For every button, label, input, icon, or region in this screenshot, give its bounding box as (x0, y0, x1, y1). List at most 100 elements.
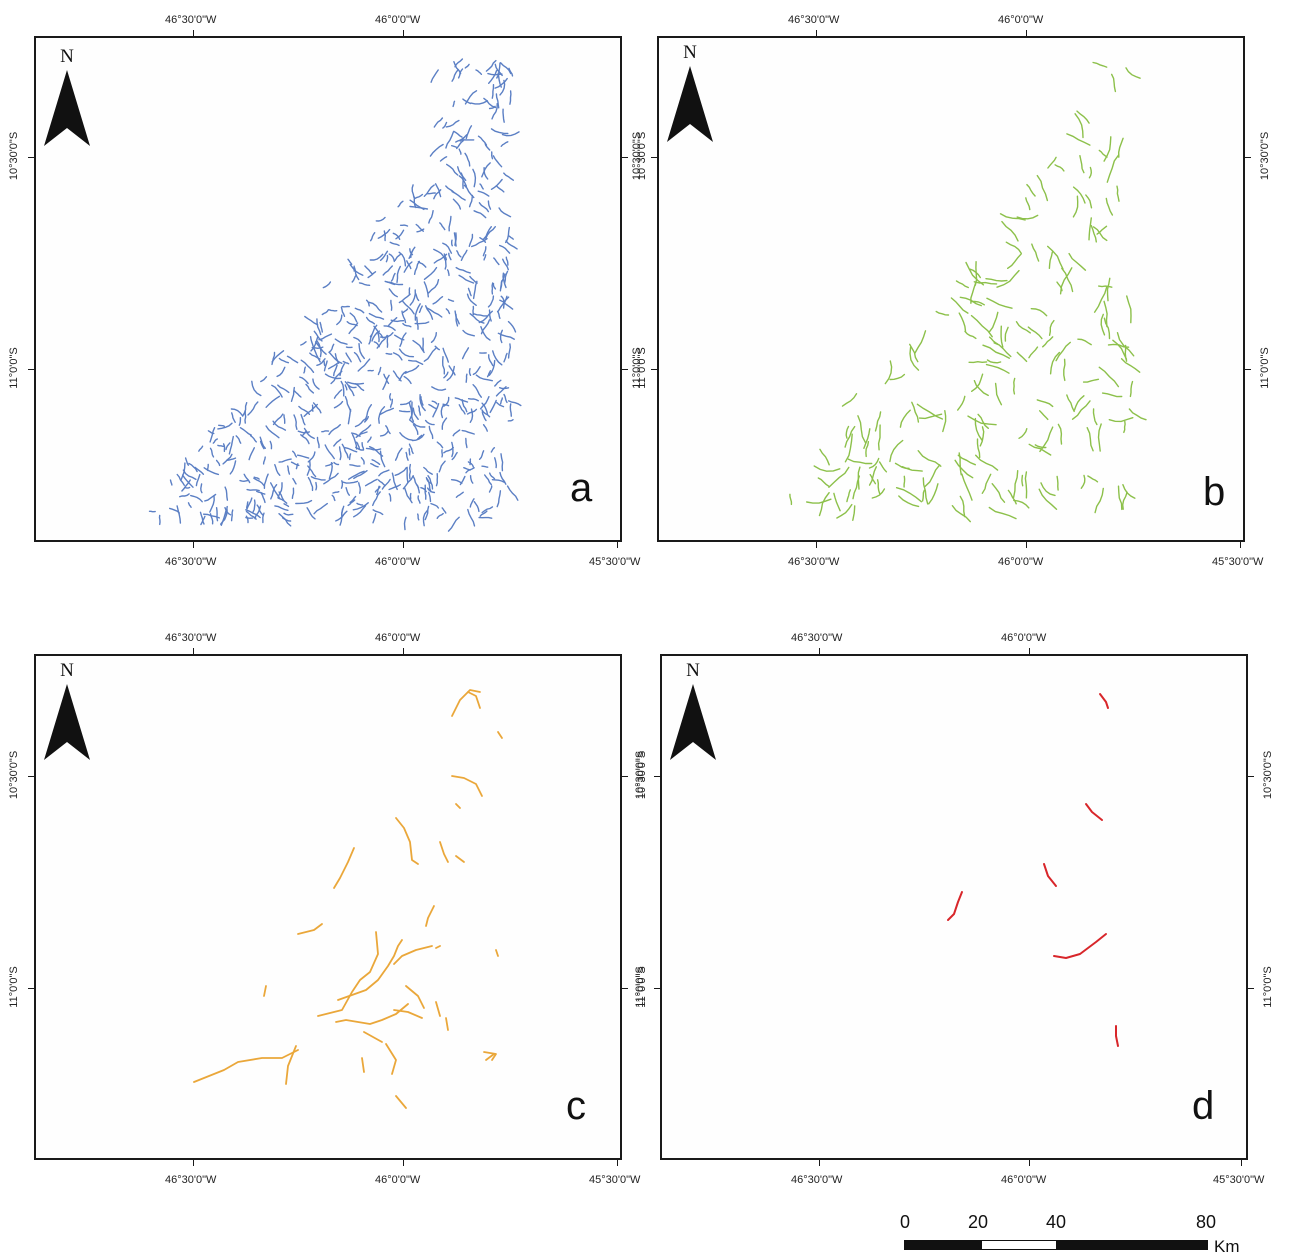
graticule-tick (403, 648, 404, 654)
stream-segment (266, 426, 279, 438)
stream-segment (213, 439, 217, 443)
stream-segment (418, 496, 420, 503)
stream-segment (880, 462, 887, 472)
stream-segment (288, 356, 298, 362)
lon-label-bottom: 46°0'0"W (375, 556, 420, 568)
stream-segment (284, 504, 289, 507)
stream-segment (334, 439, 341, 446)
graticule-tick (819, 1160, 820, 1166)
stream-segment (890, 441, 903, 462)
stream-segment (1119, 138, 1123, 157)
stream-segment (396, 448, 402, 460)
stream-segment (474, 314, 487, 316)
stream-segment (484, 425, 488, 431)
stream-segment (366, 479, 378, 485)
stream-segment (1086, 804, 1102, 820)
graticule-tick (622, 157, 628, 158)
stream-segment (1086, 195, 1092, 208)
stream-segment (231, 409, 242, 415)
stream-segment (990, 312, 998, 331)
lat-label-right: 10°30'0"S (1259, 128, 1271, 184)
stream-segment (367, 300, 370, 306)
stream-segment (305, 317, 318, 325)
graticule-tick (622, 776, 628, 777)
stream-segment (452, 690, 480, 716)
stream-segment (484, 98, 496, 107)
stream-segment (381, 431, 388, 436)
stream-segment (978, 439, 980, 457)
stream-segment (834, 493, 840, 510)
stream-segment (304, 405, 317, 417)
graticule-tick (193, 648, 194, 654)
lat-label-left: 10°30'0"S (631, 128, 643, 184)
stream-segment (400, 411, 410, 412)
stream-segment (389, 289, 397, 297)
stream-segment (1077, 111, 1089, 123)
stream-segment (415, 261, 420, 274)
stream-segment (1031, 309, 1046, 316)
stream-segment (275, 506, 288, 510)
stream-segment (1055, 165, 1064, 171)
stream-segment (300, 377, 308, 383)
stream-segment (503, 109, 504, 122)
stream-segment (474, 211, 486, 218)
stream-segment (296, 501, 312, 504)
stream-segment (379, 470, 389, 476)
stream-segment (453, 430, 460, 436)
stream-segment (314, 348, 321, 362)
stream-segment (456, 856, 464, 862)
stream-segment (354, 338, 362, 344)
stream-segment (486, 61, 496, 72)
stream-segment (240, 428, 251, 435)
stream-segment (384, 326, 395, 330)
map-panel-a: N a (34, 36, 622, 542)
stream-segment (410, 465, 411, 479)
stream-segment (489, 71, 497, 84)
stream-segment (465, 153, 470, 166)
stream-segment (383, 266, 392, 275)
stream-segment (820, 493, 830, 516)
stream-segment (298, 455, 309, 458)
stream-segment (329, 425, 340, 435)
north-label: N (668, 660, 718, 682)
stream-segment (376, 218, 385, 222)
stream-segment (510, 91, 511, 104)
stream-segment (446, 1018, 448, 1030)
scale-label-80: 80 (1196, 1212, 1216, 1233)
stream-segment (318, 437, 320, 447)
graticule-tick (617, 1160, 618, 1166)
stream-segment (978, 414, 988, 428)
stream-segment (277, 367, 285, 376)
lon-label-bottom: 46°30'0"W (791, 1174, 842, 1186)
lon-label-bottom: 45°30'0"W (1212, 556, 1263, 568)
scale-unit: Km (1214, 1237, 1240, 1257)
stream-segment (284, 513, 293, 515)
stream-segment (437, 442, 442, 448)
stream-segment (1037, 176, 1047, 201)
stream-segment (1108, 278, 1110, 300)
stream-segment (500, 80, 505, 95)
stream-segment (837, 505, 852, 518)
stream-segment (1075, 396, 1084, 410)
panel-letter-a: a (570, 468, 592, 508)
map-panel-b: N b (657, 36, 1245, 542)
stream-segment (497, 491, 500, 507)
lat-label-left: 10°30'0"S (634, 747, 646, 803)
stream-segment (390, 242, 399, 245)
stream-segment (453, 101, 454, 106)
stream-segment (1087, 428, 1093, 451)
stream-segment (501, 398, 503, 404)
stream-segment (346, 353, 351, 362)
stream-segment (398, 201, 403, 206)
stream-segment (1113, 340, 1127, 359)
stream-segment (386, 256, 387, 262)
stream-segment (249, 448, 254, 460)
stream-segment (910, 347, 919, 370)
lon-label-top: 46°30'0"W (788, 14, 839, 26)
stream-segment (508, 420, 513, 421)
stream-segment (488, 201, 490, 209)
stream-lines-a (36, 38, 622, 542)
stream-segment (199, 446, 203, 451)
stream-segment (457, 141, 464, 149)
stream-segment (976, 455, 998, 470)
